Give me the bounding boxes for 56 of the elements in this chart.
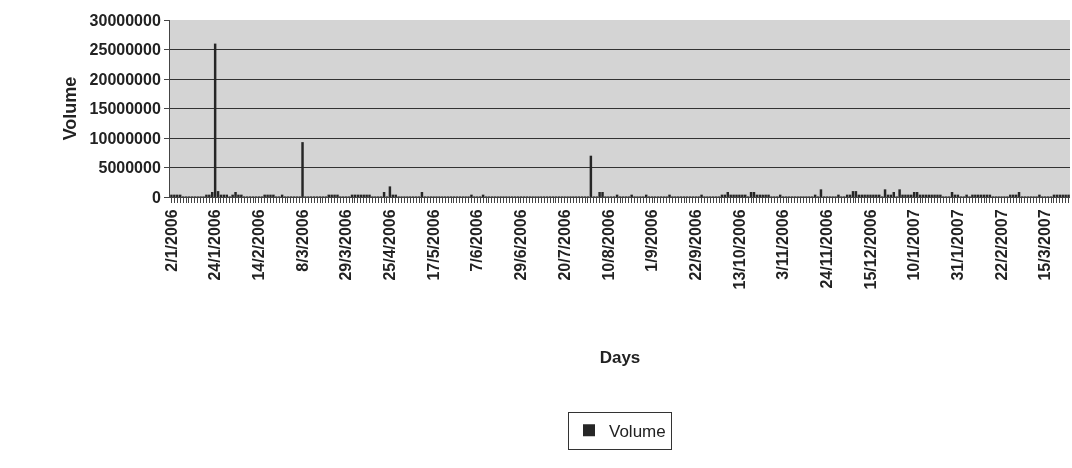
bar (237, 194, 240, 197)
x-tick-label: 22/9/2006 (686, 209, 704, 281)
x-tick-label: 17/5/2006 (424, 209, 442, 281)
bar (170, 194, 173, 197)
bar (1067, 194, 1070, 197)
bar (269, 194, 272, 197)
x-tick-label: 15/3/2007 (1036, 209, 1054, 281)
bar (1064, 194, 1067, 197)
bar (872, 194, 875, 197)
bar (936, 194, 939, 197)
x-tick-label: 15/12/2006 (861, 209, 879, 290)
bar (234, 191, 237, 197)
bar (598, 191, 601, 197)
x-tick-label: 3/11/2006 (774, 209, 792, 280)
bar (301, 142, 304, 197)
x-tick-label: 29/6/2006 (512, 209, 530, 281)
y-tick-label: 25000000 (89, 41, 161, 59)
x-axis-title: Days (599, 347, 641, 367)
y-axis-title: Volume (59, 76, 80, 141)
y-tick-label: 30000000 (89, 11, 161, 29)
bar (732, 194, 735, 197)
y-tick-label: 15000000 (89, 100, 161, 118)
x-tick-label: 22/2/2007 (992, 209, 1010, 281)
bar (866, 194, 869, 197)
x-tick-label: 13/10/2006 (730, 209, 748, 290)
x-tick-label: 24/1/2006 (206, 209, 224, 281)
x-tick-label: 8/3/2006 (293, 209, 311, 272)
x-tick-label: 20/7/2006 (555, 209, 573, 281)
x-tick-label: 29/3/2006 (337, 209, 355, 281)
bar (869, 194, 872, 197)
y-tick-label: 10000000 (89, 129, 161, 147)
y-tick-label: 0 (151, 188, 161, 206)
x-tick-label: 10/1/2007 (905, 209, 923, 281)
bar (898, 189, 901, 197)
x-tick-label: 10/8/2006 (599, 209, 617, 281)
x-tick-label: 31/1/2007 (949, 209, 967, 281)
bar (907, 194, 910, 197)
x-tick-label: 7/6/2006 (468, 209, 486, 272)
x-tick-label: 25/4/2006 (381, 209, 399, 281)
bar (738, 194, 741, 197)
legend-label: Volume (609, 421, 666, 441)
bar (365, 194, 368, 197)
y-tick-label: 20000000 (89, 70, 161, 88)
bar (933, 194, 936, 197)
x-tick-label: 2/1/2006 (162, 209, 180, 272)
x-tick-label: 24/11/2006 (818, 209, 835, 289)
bar (764, 194, 767, 197)
bar (735, 194, 738, 197)
bar (904, 194, 907, 197)
x-tick-label: 1/9/2006 (643, 209, 661, 272)
bar (601, 191, 604, 197)
bar (333, 194, 336, 197)
bar (173, 194, 176, 197)
bar (266, 194, 269, 197)
y-tick-label: 5000000 (98, 159, 161, 177)
x-tick-label: 14/2/2006 (250, 209, 268, 281)
